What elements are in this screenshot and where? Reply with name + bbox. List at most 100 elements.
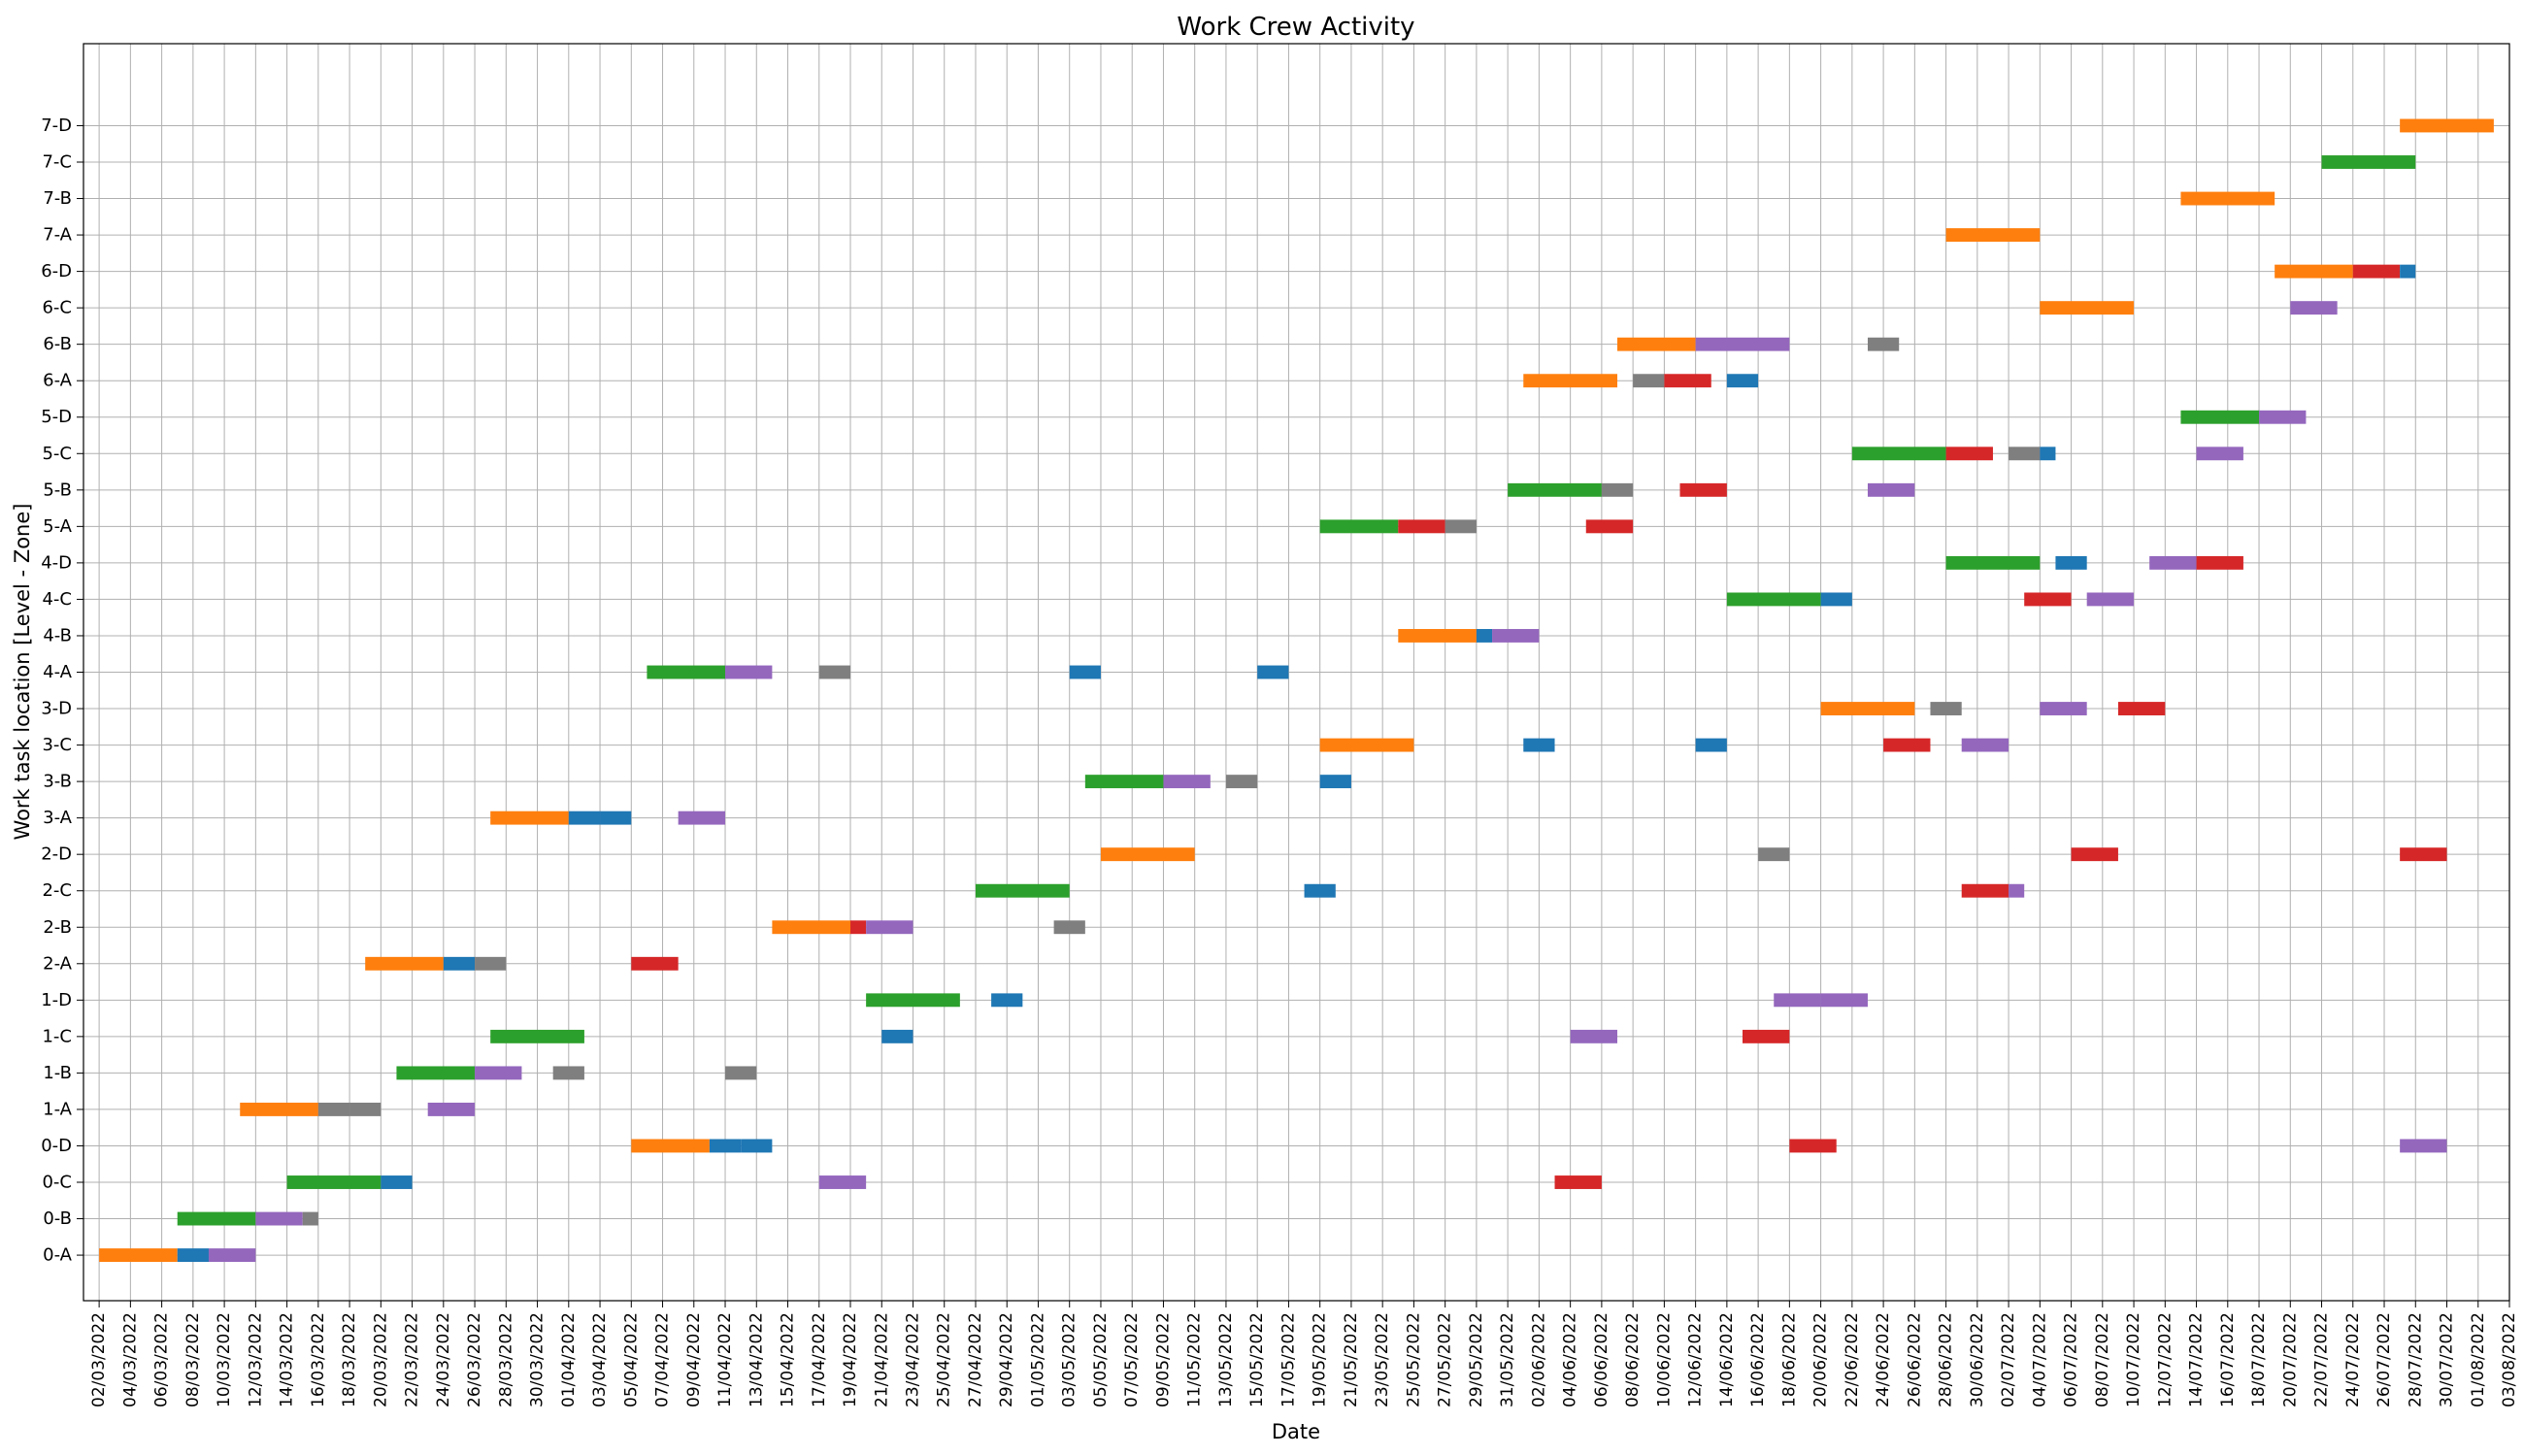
task-bar-1-c: [1570, 1029, 1618, 1043]
x-tick-label: 24/06/2022: [1874, 1312, 1893, 1407]
task-bar-0-b: [255, 1211, 303, 1226]
x-tick-label: 16/03/2022: [309, 1312, 328, 1407]
y-tick-label: 7-A: [43, 225, 73, 246]
x-tick-label: 24/07/2022: [2343, 1312, 2363, 1407]
task-bar-5-c: [2196, 447, 2243, 461]
x-tick-label: 07/04/2022: [653, 1312, 673, 1407]
task-bar-4-c: [2086, 592, 2135, 607]
x-tick-label: 13/04/2022: [747, 1312, 766, 1407]
y-tick-label: 1-B: [43, 1063, 72, 1083]
task-bar-2-b: [772, 920, 851, 935]
x-tick-label: 21/04/2022: [872, 1312, 891, 1407]
y-tick-label: 2-A: [43, 953, 73, 974]
x-tick-label: 25/05/2022: [1404, 1312, 1423, 1407]
task-bar-3-a: [490, 811, 569, 825]
task-bar-4-d: [2055, 555, 2087, 570]
x-tick-label: 27/04/2022: [966, 1312, 985, 1407]
x-tick-label: 11/05/2022: [1185, 1312, 1205, 1407]
task-bar-3-d: [2040, 702, 2087, 715]
task-bar-0-d: [1789, 1139, 1837, 1153]
task-bar-5-a: [1585, 519, 1634, 534]
task-bar-5-b: [1679, 482, 1727, 497]
x-tick-label: 18/06/2022: [1779, 1312, 1799, 1407]
task-bar-2-d: [2071, 847, 2118, 862]
x-tick-label: 22/07/2022: [2312, 1312, 2332, 1407]
x-tick-label: 30/06/2022: [1968, 1312, 1987, 1407]
task-bar-5-d: [2180, 410, 2260, 424]
x-tick-label: 18/07/2022: [2249, 1312, 2269, 1407]
x-tick-label: 15/05/2022: [1247, 1312, 1267, 1407]
x-tick-label: 06/03/2022: [152, 1312, 172, 1407]
x-tick-label: 14/07/2022: [2187, 1312, 2207, 1407]
task-bar-2-a: [631, 956, 679, 971]
x-tick-label: 03/08/2022: [2500, 1312, 2519, 1407]
x-tick-label: 16/07/2022: [2218, 1312, 2238, 1407]
x-tick-label: 23/04/2022: [903, 1312, 922, 1407]
task-bar-0-a: [208, 1248, 256, 1263]
y-tick-label: 0-A: [43, 1245, 73, 1266]
task-bar-2-c: [2009, 883, 2025, 898]
task-bar-3-a: [568, 811, 601, 825]
task-bar-3-c: [1883, 738, 1931, 752]
x-tick-label: 29/05/2022: [1467, 1312, 1486, 1407]
task-bar-3-b: [1319, 775, 1351, 789]
y-tick-label: 3-B: [43, 772, 72, 792]
x-tick-label: 13/05/2022: [1216, 1312, 1236, 1407]
x-tick-label: 19/04/2022: [841, 1312, 860, 1407]
x-tick-label: 05/04/2022: [621, 1312, 641, 1407]
y-tick-label: 7-B: [43, 188, 72, 209]
y-tick-label: 3-A: [43, 808, 73, 828]
y-tick-label: 1-C: [42, 1026, 72, 1046]
task-bar-3-a: [678, 811, 726, 825]
x-tick-label: 03/05/2022: [1060, 1312, 1079, 1407]
task-bar-1-a: [427, 1102, 476, 1116]
task-bar-5-a: [1445, 519, 1477, 534]
x-tick-label: 02/07/2022: [1999, 1312, 2018, 1407]
task-bar-0-c: [1554, 1175, 1602, 1189]
task-bars: [99, 118, 2494, 1263]
x-tick-label: 28/07/2022: [2406, 1312, 2425, 1407]
task-bar-6-d: [2352, 264, 2401, 279]
task-bar-3-d: [1820, 702, 1915, 715]
y-tick-label: 3-D: [41, 699, 72, 719]
x-tick-label: 12/07/2022: [2155, 1312, 2175, 1407]
y-tick-label: 1-D: [41, 990, 72, 1010]
task-bar-5-a: [1319, 519, 1399, 534]
task-bar-5-c: [2009, 447, 2041, 461]
x-tick-label: 04/07/2022: [2030, 1312, 2049, 1407]
task-bar-3-c: [1523, 738, 1555, 752]
x-tick-label: 25/04/2022: [935, 1312, 954, 1407]
x-tick-label: 09/05/2022: [1153, 1312, 1173, 1407]
x-tick-label: 17/05/2022: [1279, 1312, 1298, 1407]
grid-lines: [83, 44, 2510, 1301]
task-bar-1-a: [317, 1102, 350, 1116]
y-tick-label: 5-B: [43, 480, 72, 500]
task-bar-5-b: [1508, 482, 1602, 497]
task-bar-0-b: [177, 1211, 256, 1226]
task-bar-1-a: [240, 1102, 318, 1116]
x-tick-label: 12/06/2022: [1686, 1312, 1706, 1407]
x-tick-label: 20/06/2022: [1811, 1312, 1831, 1407]
x-axis-label: Date: [1272, 1420, 1320, 1443]
x-tick-label: 12/03/2022: [246, 1312, 265, 1407]
x-tick-label: 08/03/2022: [183, 1312, 203, 1407]
task-bar-1-b: [552, 1066, 584, 1080]
task-bar-3-a: [600, 811, 632, 825]
x-tick-label: 01/04/2022: [559, 1312, 579, 1407]
x-tick-label: 23/05/2022: [1373, 1312, 1392, 1407]
task-bar-2-d: [1100, 847, 1195, 862]
task-bar-3-b: [1163, 775, 1211, 789]
x-tick-label: 15/04/2022: [779, 1312, 798, 1407]
task-bar-2-d: [2400, 847, 2447, 862]
task-bar-6-b: [1867, 337, 1900, 351]
task-bar-1-d: [866, 993, 960, 1008]
task-bar-2-a: [443, 956, 476, 971]
y-tick-label: 2-D: [41, 844, 72, 865]
task-bar-7-a: [1945, 228, 2041, 243]
task-bar-0-d: [631, 1139, 710, 1153]
x-tick-label: 27/05/2022: [1436, 1312, 1455, 1407]
task-bar-2-d: [1758, 847, 1790, 862]
task-bar-4-c: [2024, 592, 2072, 607]
task-bar-1-a: [349, 1102, 382, 1116]
